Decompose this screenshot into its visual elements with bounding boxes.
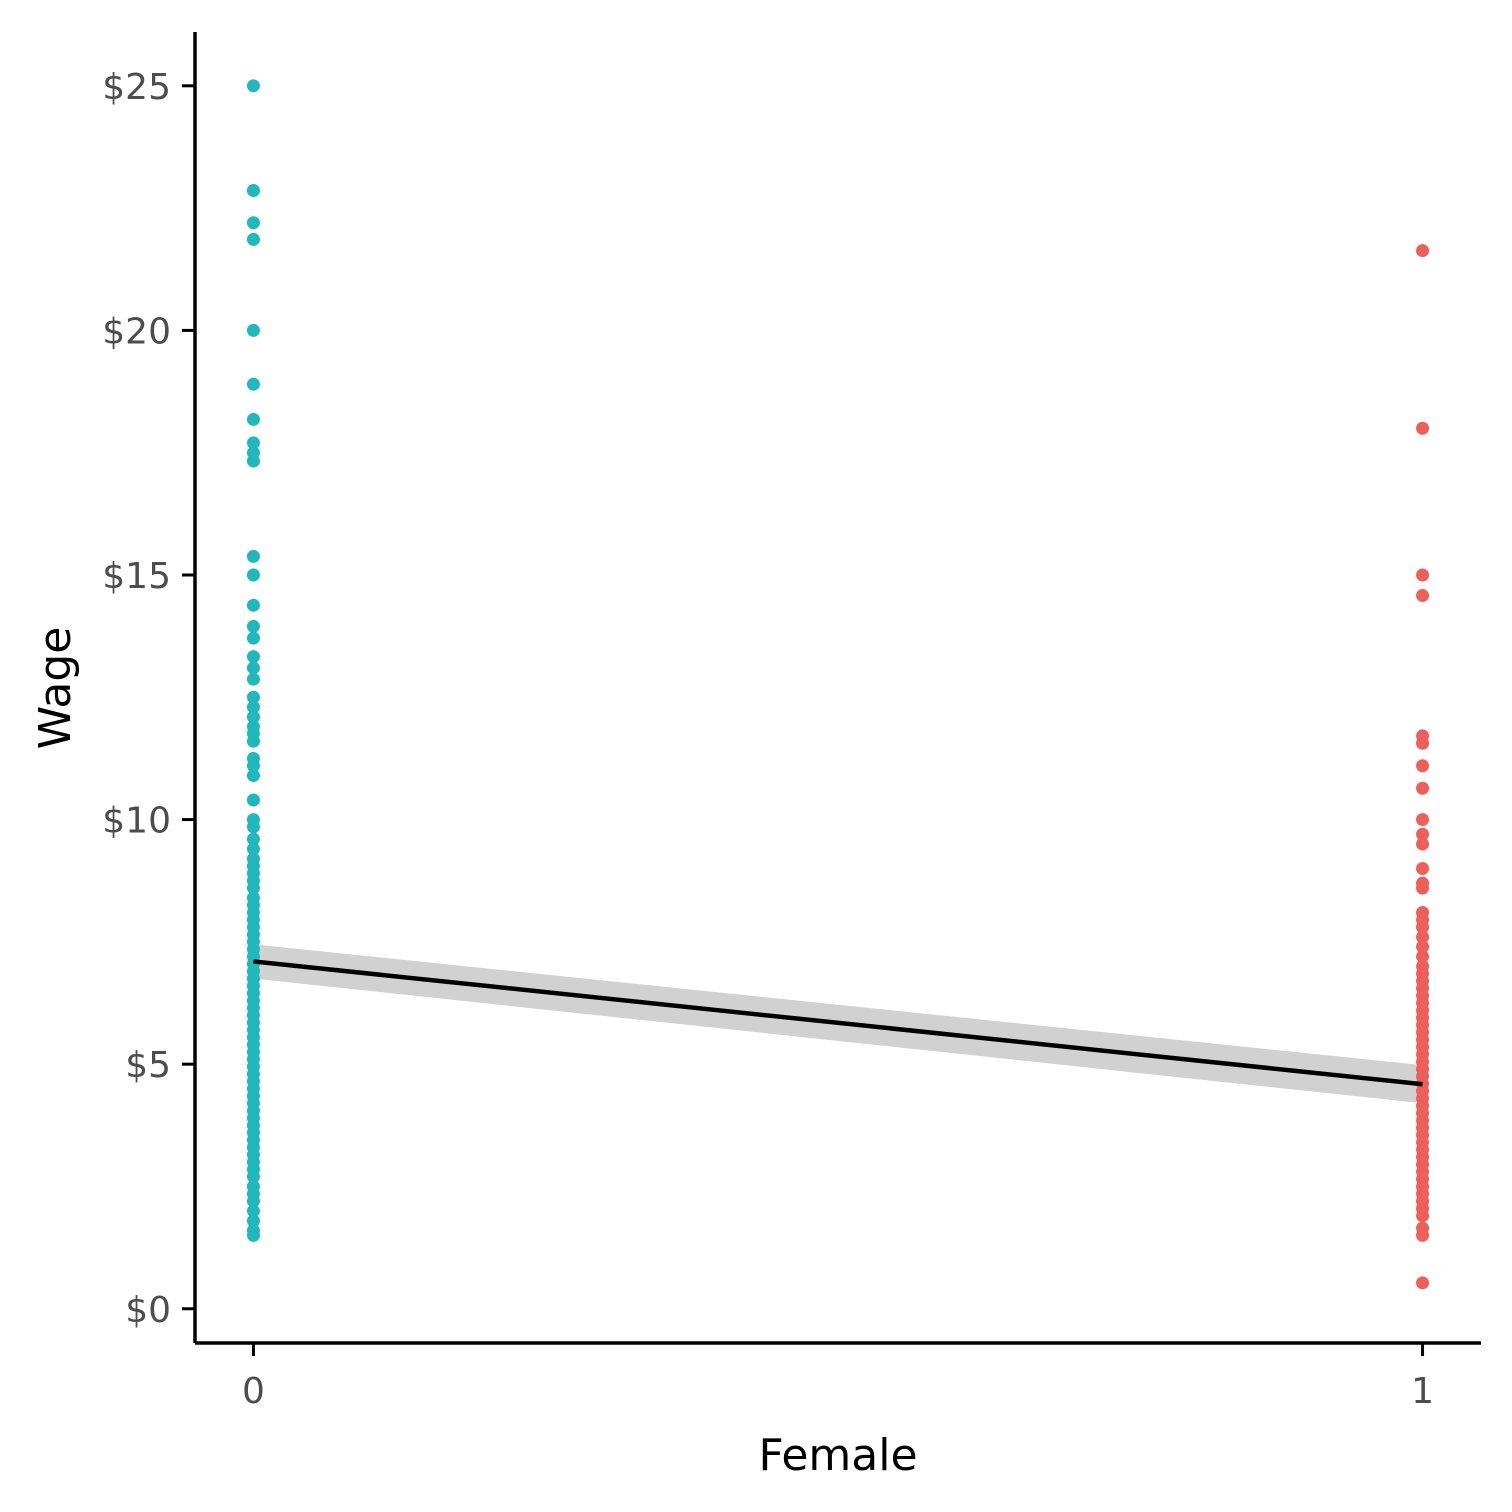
- data-point-group-0: [246, 183, 260, 197]
- data-point-group-1: [1416, 1228, 1430, 1242]
- fit-line: [253, 959, 1423, 1087]
- y-tick-label: $0: [125, 1290, 171, 1331]
- data-point-group-0: [246, 598, 260, 612]
- data-point-group-1: [1416, 781, 1430, 795]
- data-point-group-1: [1416, 568, 1430, 582]
- y-tick-label: $25: [102, 67, 171, 108]
- data-point-group-1: [1416, 589, 1430, 603]
- x-axis-title: Female: [758, 1430, 917, 1481]
- data-point-group-1: [1416, 940, 1430, 954]
- data-point-group-0: [246, 661, 260, 675]
- data-point-group-0: [246, 377, 260, 391]
- data-point-group-1: [1416, 736, 1430, 750]
- data-point-group-1: [1416, 837, 1430, 851]
- data-point-group-1: [1416, 930, 1430, 944]
- y-axis-title: Wage: [30, 627, 81, 750]
- x-tick-label: 1: [1411, 1371, 1434, 1412]
- data-point-group-0: [246, 842, 260, 856]
- data-point-group-0: [246, 734, 260, 748]
- data-point-group-0: [246, 820, 260, 834]
- data-point-group-0: [246, 436, 260, 450]
- data-point-group-0: [246, 881, 260, 895]
- axes: [193, 32, 1481, 1345]
- data-point-group-0: [246, 1170, 260, 1184]
- data-point-group-0: [246, 619, 260, 633]
- data-point-group-1: [1416, 1209, 1430, 1223]
- data-point-group-0: [246, 216, 260, 230]
- data-point-group-1: [1416, 421, 1430, 435]
- data-point-group-1: [1416, 950, 1430, 964]
- y-tick-label: $5: [125, 1045, 171, 1086]
- x-tick-label: 0: [242, 1371, 265, 1412]
- data-point-group-0: [246, 454, 260, 468]
- data-point-group-0: [246, 549, 260, 563]
- data-point-group-0: [246, 832, 260, 846]
- data-point-group-0: [246, 232, 260, 246]
- data-point-group-1: [1416, 861, 1430, 875]
- data-point-group-1: [1416, 813, 1430, 827]
- data-point-group-0: [246, 412, 260, 426]
- y-tick-label: $15: [102, 556, 171, 597]
- data-point-group-1: [1416, 827, 1430, 841]
- data-point-group-1: [1416, 244, 1430, 258]
- data-point-group-0: [246, 1194, 260, 1208]
- data-point-group-1: [1416, 759, 1430, 773]
- data-point-group-0: [246, 323, 260, 337]
- data-point-group-0: [246, 793, 260, 807]
- data-point-group-0: [246, 1214, 260, 1228]
- data-point-group-1: [1416, 1276, 1430, 1290]
- data-point-group-0: [246, 1204, 260, 1218]
- data-point-group-0: [246, 769, 260, 783]
- data-point-group-0: [246, 650, 260, 664]
- data-points-layer: [246, 79, 1430, 1290]
- data-point-group-0: [246, 710, 260, 724]
- y-ticks: $0 $5 $10 $15 $20 $25: [102, 67, 195, 1331]
- data-point-group-0: [246, 700, 260, 714]
- data-point-group-0: [246, 1228, 260, 1242]
- data-point-group-0: [246, 568, 260, 582]
- data-point-group-1: [1416, 881, 1430, 895]
- y-tick-label: $20: [102, 311, 171, 352]
- data-point-group-0: [246, 672, 260, 686]
- data-point-group-0: [246, 759, 260, 773]
- fit-line-layer: [253, 959, 1423, 1087]
- data-point-group-0: [246, 631, 260, 645]
- y-tick-label: $10: [102, 801, 171, 842]
- data-point-group-0: [246, 690, 260, 704]
- data-point-group-0: [246, 79, 260, 93]
- data-point-group-1: [1416, 920, 1430, 934]
